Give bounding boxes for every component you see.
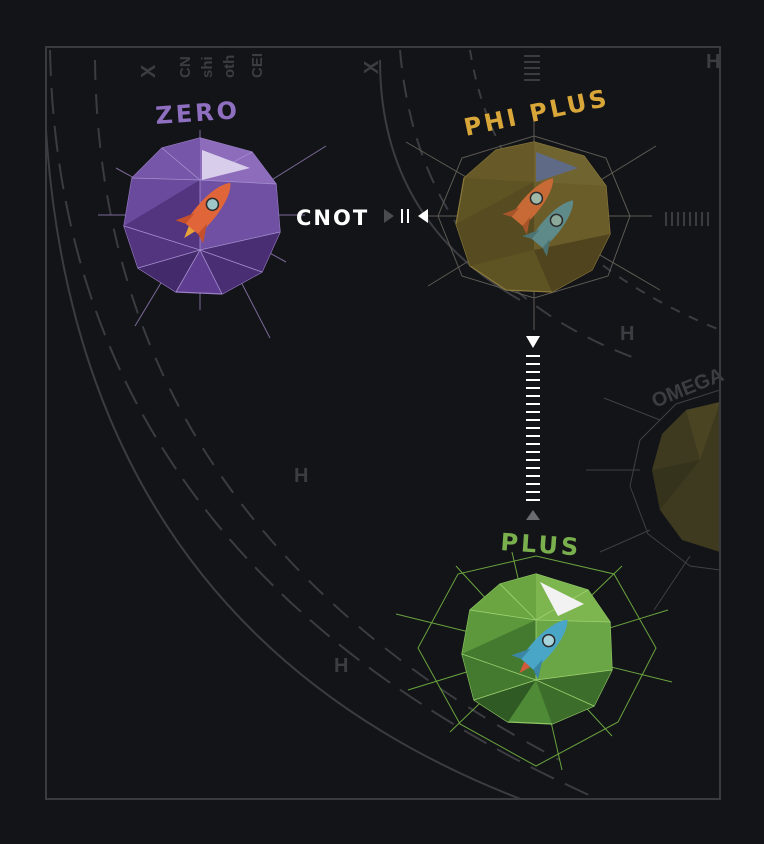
faint-dashes [524,55,709,226]
play-arrow-icon [526,510,540,520]
plus-label: PLUS [500,528,583,562]
play-arrow-icon [384,209,394,223]
faint-x-label: X [138,64,160,78]
faint-h-label-top: H [706,51,720,73]
flag-icon [536,152,578,182]
planet-zero[interactable] [98,130,327,339]
rocket-icon [522,200,574,257]
phi-plus-label-text: PHI PLUS [461,84,611,142]
cnot-connector [384,209,428,223]
flag-icon [202,150,250,180]
rocket-icon [502,178,554,235]
faint-center-fragment: CEI [249,53,266,78]
play-arrow-icon [418,209,428,223]
rocket-icon [175,182,231,244]
play-arrow-icon [526,336,540,348]
faint-h-label-bottom: H [334,655,348,677]
faint-labels: X CN shi oth CEI X H H H H [138,51,720,677]
faint-cnot-fragment: CN [177,56,194,78]
phi-plus-label: PHI PLUS [461,84,611,142]
faint-ship-fragment: shi [199,56,216,78]
vertical-connector[interactable] [526,336,540,520]
zero-label: ZERO [154,96,240,130]
rocket-icon [511,619,568,680]
faint-h-label-right: H [620,323,634,345]
planet-omega[interactable] [586,389,720,611]
planet-plus[interactable] [395,551,673,771]
faint-x-label-2: X [361,60,383,74]
flag-icon [540,582,584,616]
faint-h-label-middle: H [294,465,308,487]
cnot-gate-label[interactable]: CNOT [296,206,369,230]
faint-other-fragment: oth [221,55,238,78]
planet-phi-plus[interactable] [405,120,661,330]
board-frame [45,46,721,800]
